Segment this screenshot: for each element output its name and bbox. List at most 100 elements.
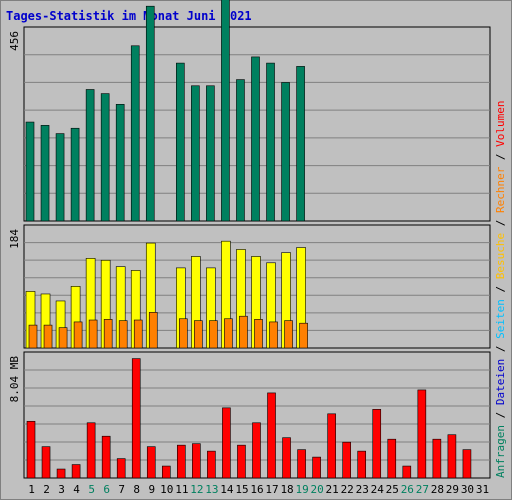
bar-anfragen xyxy=(221,0,230,222)
bar-rechner xyxy=(179,318,188,349)
bar-volumen xyxy=(222,407,231,479)
bar-volumen xyxy=(101,435,111,479)
day-tick-label: 26 xyxy=(401,483,414,496)
day-tick-label: 12 xyxy=(190,483,203,496)
legend-item: Dateien xyxy=(494,359,507,405)
bar-volumen xyxy=(116,458,126,479)
bar-anfragen xyxy=(40,125,50,222)
day-tick-label: 23 xyxy=(356,483,369,496)
bar-volumen xyxy=(387,438,397,479)
day-tick-label: 19 xyxy=(295,483,308,496)
bar-anfragen xyxy=(100,93,110,222)
day-tick-label: 13 xyxy=(205,483,218,496)
legend-item: / xyxy=(494,279,507,299)
bar-rechner xyxy=(209,320,218,349)
bar-anfragen xyxy=(115,104,125,222)
bar-rechner xyxy=(284,320,293,349)
day-tick-label: 17 xyxy=(265,483,278,496)
bar-anfragen xyxy=(206,85,215,222)
day-tick-label: 29 xyxy=(446,483,459,496)
bar-volumen xyxy=(177,444,186,479)
bar-anfragen xyxy=(145,5,155,222)
legend-item: Rechner xyxy=(494,166,507,213)
day-tick-label: 11 xyxy=(175,483,188,496)
day-tick-label: 30 xyxy=(461,483,474,496)
bar-rechner xyxy=(148,312,158,349)
bar-anfragen xyxy=(70,127,80,222)
day-tick-label: 14 xyxy=(220,483,234,496)
bar-anfragen xyxy=(296,66,305,222)
bar-rechner xyxy=(254,319,263,349)
day-tick-label: 8 xyxy=(133,483,140,496)
day-tick-label: 10 xyxy=(160,483,173,496)
axis-max-label: 456 xyxy=(8,31,21,51)
bar-volumen xyxy=(372,409,382,479)
bar-anfragen xyxy=(25,121,35,222)
bar-volumen xyxy=(161,465,171,479)
bar-anfragen xyxy=(130,45,140,222)
bar-volumen xyxy=(86,422,96,479)
bar-volumen xyxy=(432,438,442,479)
legend-item: / xyxy=(494,147,507,167)
day-tick-label: 24 xyxy=(371,483,385,496)
bar-anfragen xyxy=(281,82,290,222)
day-tick-label: 31 xyxy=(476,483,489,496)
bar-volumen xyxy=(252,422,261,479)
day-tick-label: 3 xyxy=(58,483,65,496)
bar-volumen xyxy=(146,446,156,479)
day-tick-label: 28 xyxy=(431,483,444,496)
bar-anfragen xyxy=(251,56,260,222)
legend-item: / xyxy=(494,405,507,425)
bar-volumen xyxy=(26,420,36,479)
day-tick-label: 4 xyxy=(73,483,80,496)
bar-anfragen xyxy=(191,85,200,222)
bar-volumen xyxy=(462,449,472,479)
bar-volumen xyxy=(447,434,457,479)
bar-rechner xyxy=(43,324,53,349)
bar-anfragen xyxy=(236,79,245,222)
day-tick-label: 5 xyxy=(88,483,95,496)
bar-volumen xyxy=(417,389,427,479)
legend-item: Anfragen xyxy=(494,425,507,478)
bar-volumen xyxy=(56,468,66,479)
bar-volumen xyxy=(267,392,276,479)
bar-rechner xyxy=(269,321,278,349)
day-tick-label: 18 xyxy=(280,483,293,496)
day-tick-label: 27 xyxy=(416,483,429,496)
bar-rechner xyxy=(103,319,113,349)
day-tick-label: 7 xyxy=(118,483,125,496)
bar-rechner xyxy=(133,319,143,349)
bar-volumen xyxy=(131,358,141,479)
bar-rechner xyxy=(239,315,248,349)
day-tick-label: 15 xyxy=(235,483,248,496)
day-tick-label: 22 xyxy=(341,483,354,496)
bar-volumen xyxy=(207,450,216,479)
day-tick-label: 25 xyxy=(386,483,399,496)
legend-item: / xyxy=(494,213,507,233)
day-tick-label: 6 xyxy=(103,483,110,496)
axis-max-label: 184 xyxy=(8,229,21,249)
bar-volumen xyxy=(312,456,321,479)
chart-title: Tages-Statistik im Monat Juni 2021 xyxy=(6,9,252,23)
bar-volumen xyxy=(282,437,291,479)
legend-item: Volumen xyxy=(494,100,507,146)
bar-rechner xyxy=(88,319,98,349)
day-tick-label: 1 xyxy=(28,483,35,496)
day-tick-label: 2 xyxy=(43,483,50,496)
day-tick-label: 21 xyxy=(326,483,339,496)
bar-rechner xyxy=(73,321,83,349)
bar-rechner xyxy=(194,320,203,349)
bar-rechner xyxy=(299,322,308,349)
bar-rechner xyxy=(118,320,128,349)
axis-max-label: 8.04 MB xyxy=(8,356,21,403)
bar-anfragen xyxy=(266,62,275,222)
bar-rechner xyxy=(224,318,233,349)
bar-volumen xyxy=(237,444,246,479)
legend-text: Anfragen / Dateien / Seiten / Besuche / … xyxy=(494,100,507,478)
bar-volumen xyxy=(192,443,201,479)
day-tick-label: 20 xyxy=(311,483,324,496)
bar-anfragen xyxy=(176,62,185,222)
bar-rechner xyxy=(28,324,38,349)
bar-volumen xyxy=(41,446,51,479)
